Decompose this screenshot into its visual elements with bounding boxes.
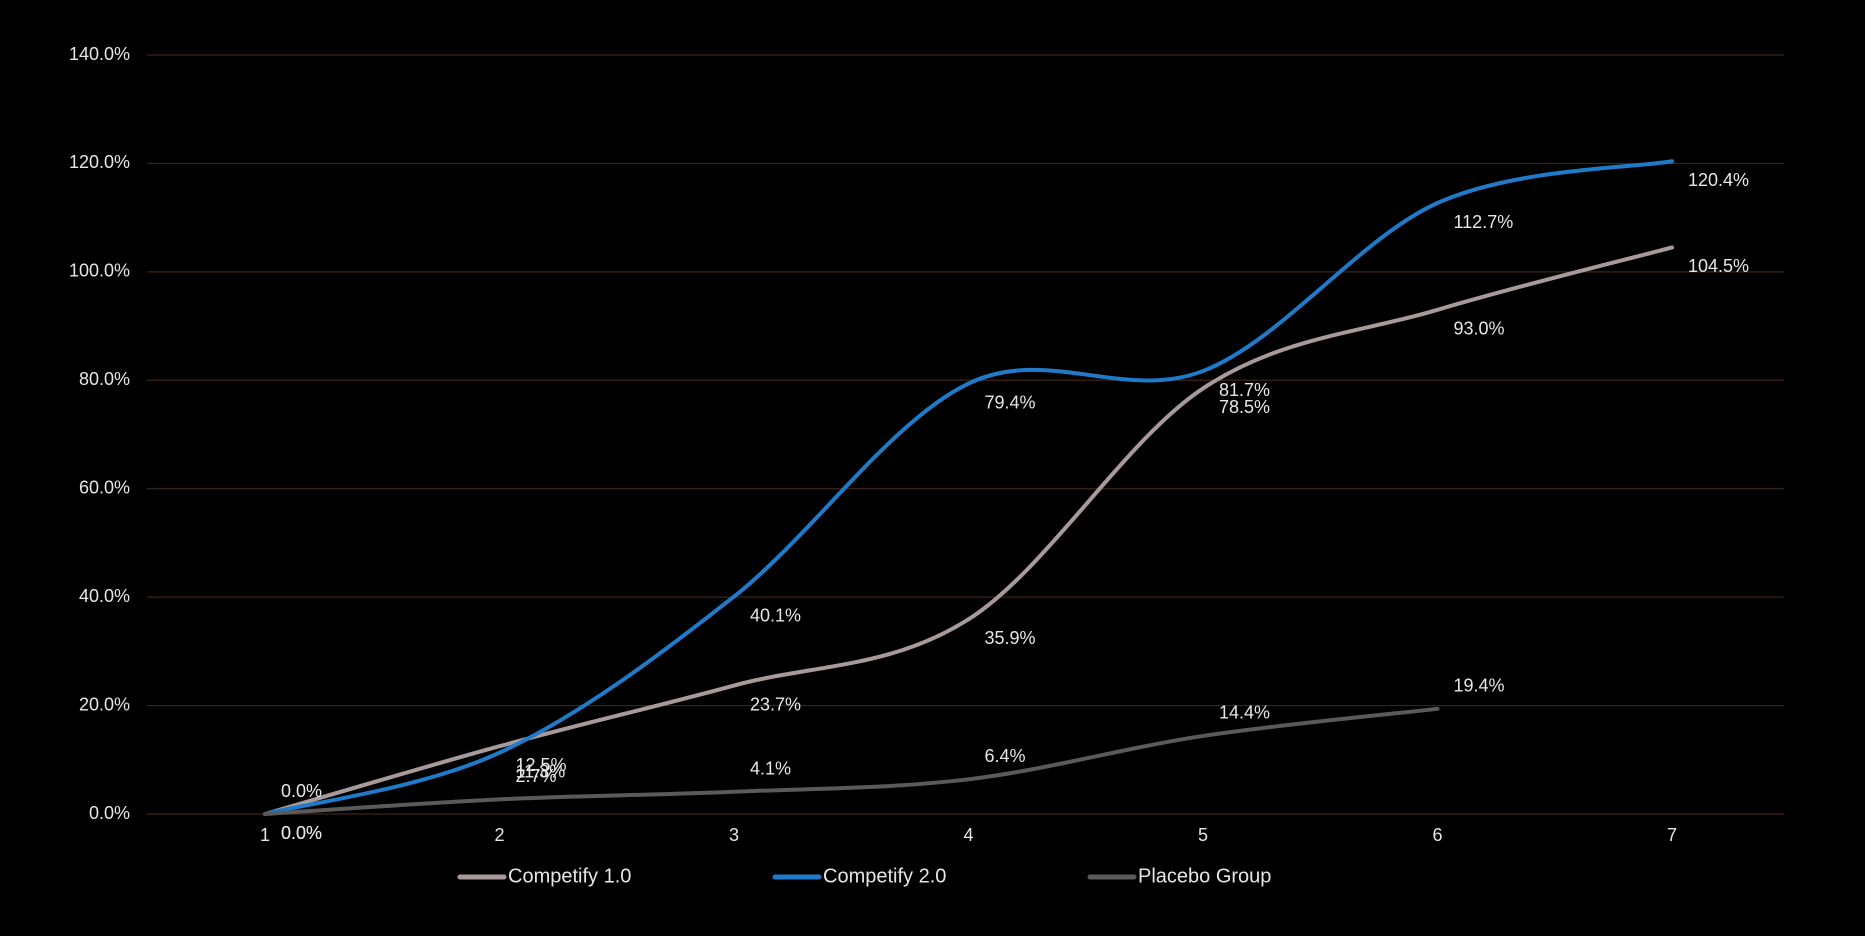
legend-label: Placebo Group bbox=[1138, 865, 1271, 887]
data-label: 2.7% bbox=[516, 766, 557, 786]
data-label: 93.0% bbox=[1454, 319, 1505, 339]
data-label: 23.7% bbox=[750, 694, 801, 714]
x-tick-label: 5 bbox=[1198, 825, 1208, 845]
x-tick-label: 6 bbox=[1432, 825, 1442, 845]
data-label: 11.3% bbox=[516, 761, 566, 781]
data-label: 120.4% bbox=[1688, 170, 1749, 190]
data-label: 6.4% bbox=[985, 746, 1026, 766]
y-tick-label: 140.0% bbox=[69, 44, 130, 64]
y-tick-label: 20.0% bbox=[79, 694, 130, 714]
data-label: 19.4% bbox=[1454, 676, 1505, 696]
x-tick-label: 7 bbox=[1667, 825, 1677, 845]
legend-label: Competify 2.0 bbox=[823, 865, 946, 887]
data-label: 4.1% bbox=[750, 759, 791, 779]
legend-label: Competify 1.0 bbox=[508, 865, 631, 887]
data-label: 78.5% bbox=[1219, 397, 1270, 417]
data-label: 12.5% bbox=[516, 755, 567, 775]
y-tick-label: 40.0% bbox=[79, 586, 130, 606]
series-line bbox=[263, 245, 1674, 816]
data-label: 81.7% bbox=[1219, 380, 1270, 400]
y-tick-label: 60.0% bbox=[79, 477, 130, 497]
y-tick-label: 100.0% bbox=[69, 261, 130, 281]
data-label: 0.0% bbox=[281, 781, 322, 801]
data-label: 112.7% bbox=[1454, 212, 1514, 232]
y-tick-label: 80.0% bbox=[79, 369, 130, 389]
data-label: 14.4% bbox=[1219, 703, 1270, 723]
data-label: 40.1% bbox=[750, 605, 801, 625]
y-tick-label: 120.0% bbox=[69, 152, 130, 172]
x-tick-label: 1 bbox=[260, 825, 270, 845]
x-tick-label: 4 bbox=[963, 825, 973, 845]
data-label: 0.0% bbox=[281, 823, 322, 843]
data-label: 79.4% bbox=[985, 392, 1036, 412]
data-label: 104.5% bbox=[1688, 256, 1749, 276]
data-label: 0.0% bbox=[281, 823, 322, 843]
series-line bbox=[263, 159, 1674, 816]
x-tick-label: 2 bbox=[494, 825, 504, 845]
series-line bbox=[263, 706, 1440, 816]
x-tick-label: 3 bbox=[729, 825, 739, 845]
data-label: 35.9% bbox=[985, 628, 1036, 648]
y-tick-label: 0.0% bbox=[89, 803, 130, 823]
